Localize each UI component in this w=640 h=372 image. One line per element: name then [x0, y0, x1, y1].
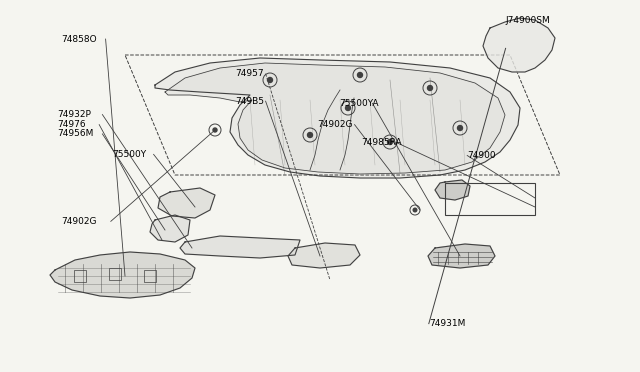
Text: 74931M: 74931M	[429, 319, 465, 328]
Polygon shape	[155, 58, 520, 178]
Polygon shape	[428, 244, 495, 268]
Polygon shape	[150, 215, 190, 242]
Circle shape	[307, 132, 312, 138]
Polygon shape	[435, 180, 470, 200]
Polygon shape	[158, 188, 215, 218]
Polygon shape	[165, 63, 505, 174]
Text: 74985RA: 74985RA	[362, 138, 402, 147]
Polygon shape	[50, 252, 195, 298]
Text: 74902G: 74902G	[317, 120, 352, 129]
Text: 74956M: 74956M	[58, 129, 94, 138]
Text: 74858O: 74858O	[61, 35, 97, 44]
Polygon shape	[288, 243, 360, 268]
Circle shape	[387, 140, 392, 144]
Circle shape	[413, 208, 417, 212]
Text: 74976: 74976	[58, 120, 86, 129]
Bar	[109, 268, 121, 280]
Circle shape	[268, 77, 273, 83]
Polygon shape	[483, 18, 555, 72]
Circle shape	[358, 73, 362, 77]
Circle shape	[213, 128, 217, 132]
Circle shape	[458, 125, 463, 131]
Text: 74900: 74900	[467, 151, 496, 160]
Bar	[74, 270, 86, 282]
Bar	[144, 270, 156, 282]
Circle shape	[428, 86, 433, 90]
Text: 75500YA: 75500YA	[339, 99, 379, 108]
Text: J74900SM: J74900SM	[506, 16, 550, 25]
Circle shape	[346, 106, 351, 110]
Text: 74902G: 74902G	[61, 217, 96, 226]
Text: 749B5: 749B5	[236, 97, 264, 106]
Polygon shape	[180, 236, 300, 258]
Text: 75500Y: 75500Y	[112, 150, 146, 159]
Text: 74957: 74957	[236, 69, 264, 78]
Text: 74932P: 74932P	[58, 110, 92, 119]
